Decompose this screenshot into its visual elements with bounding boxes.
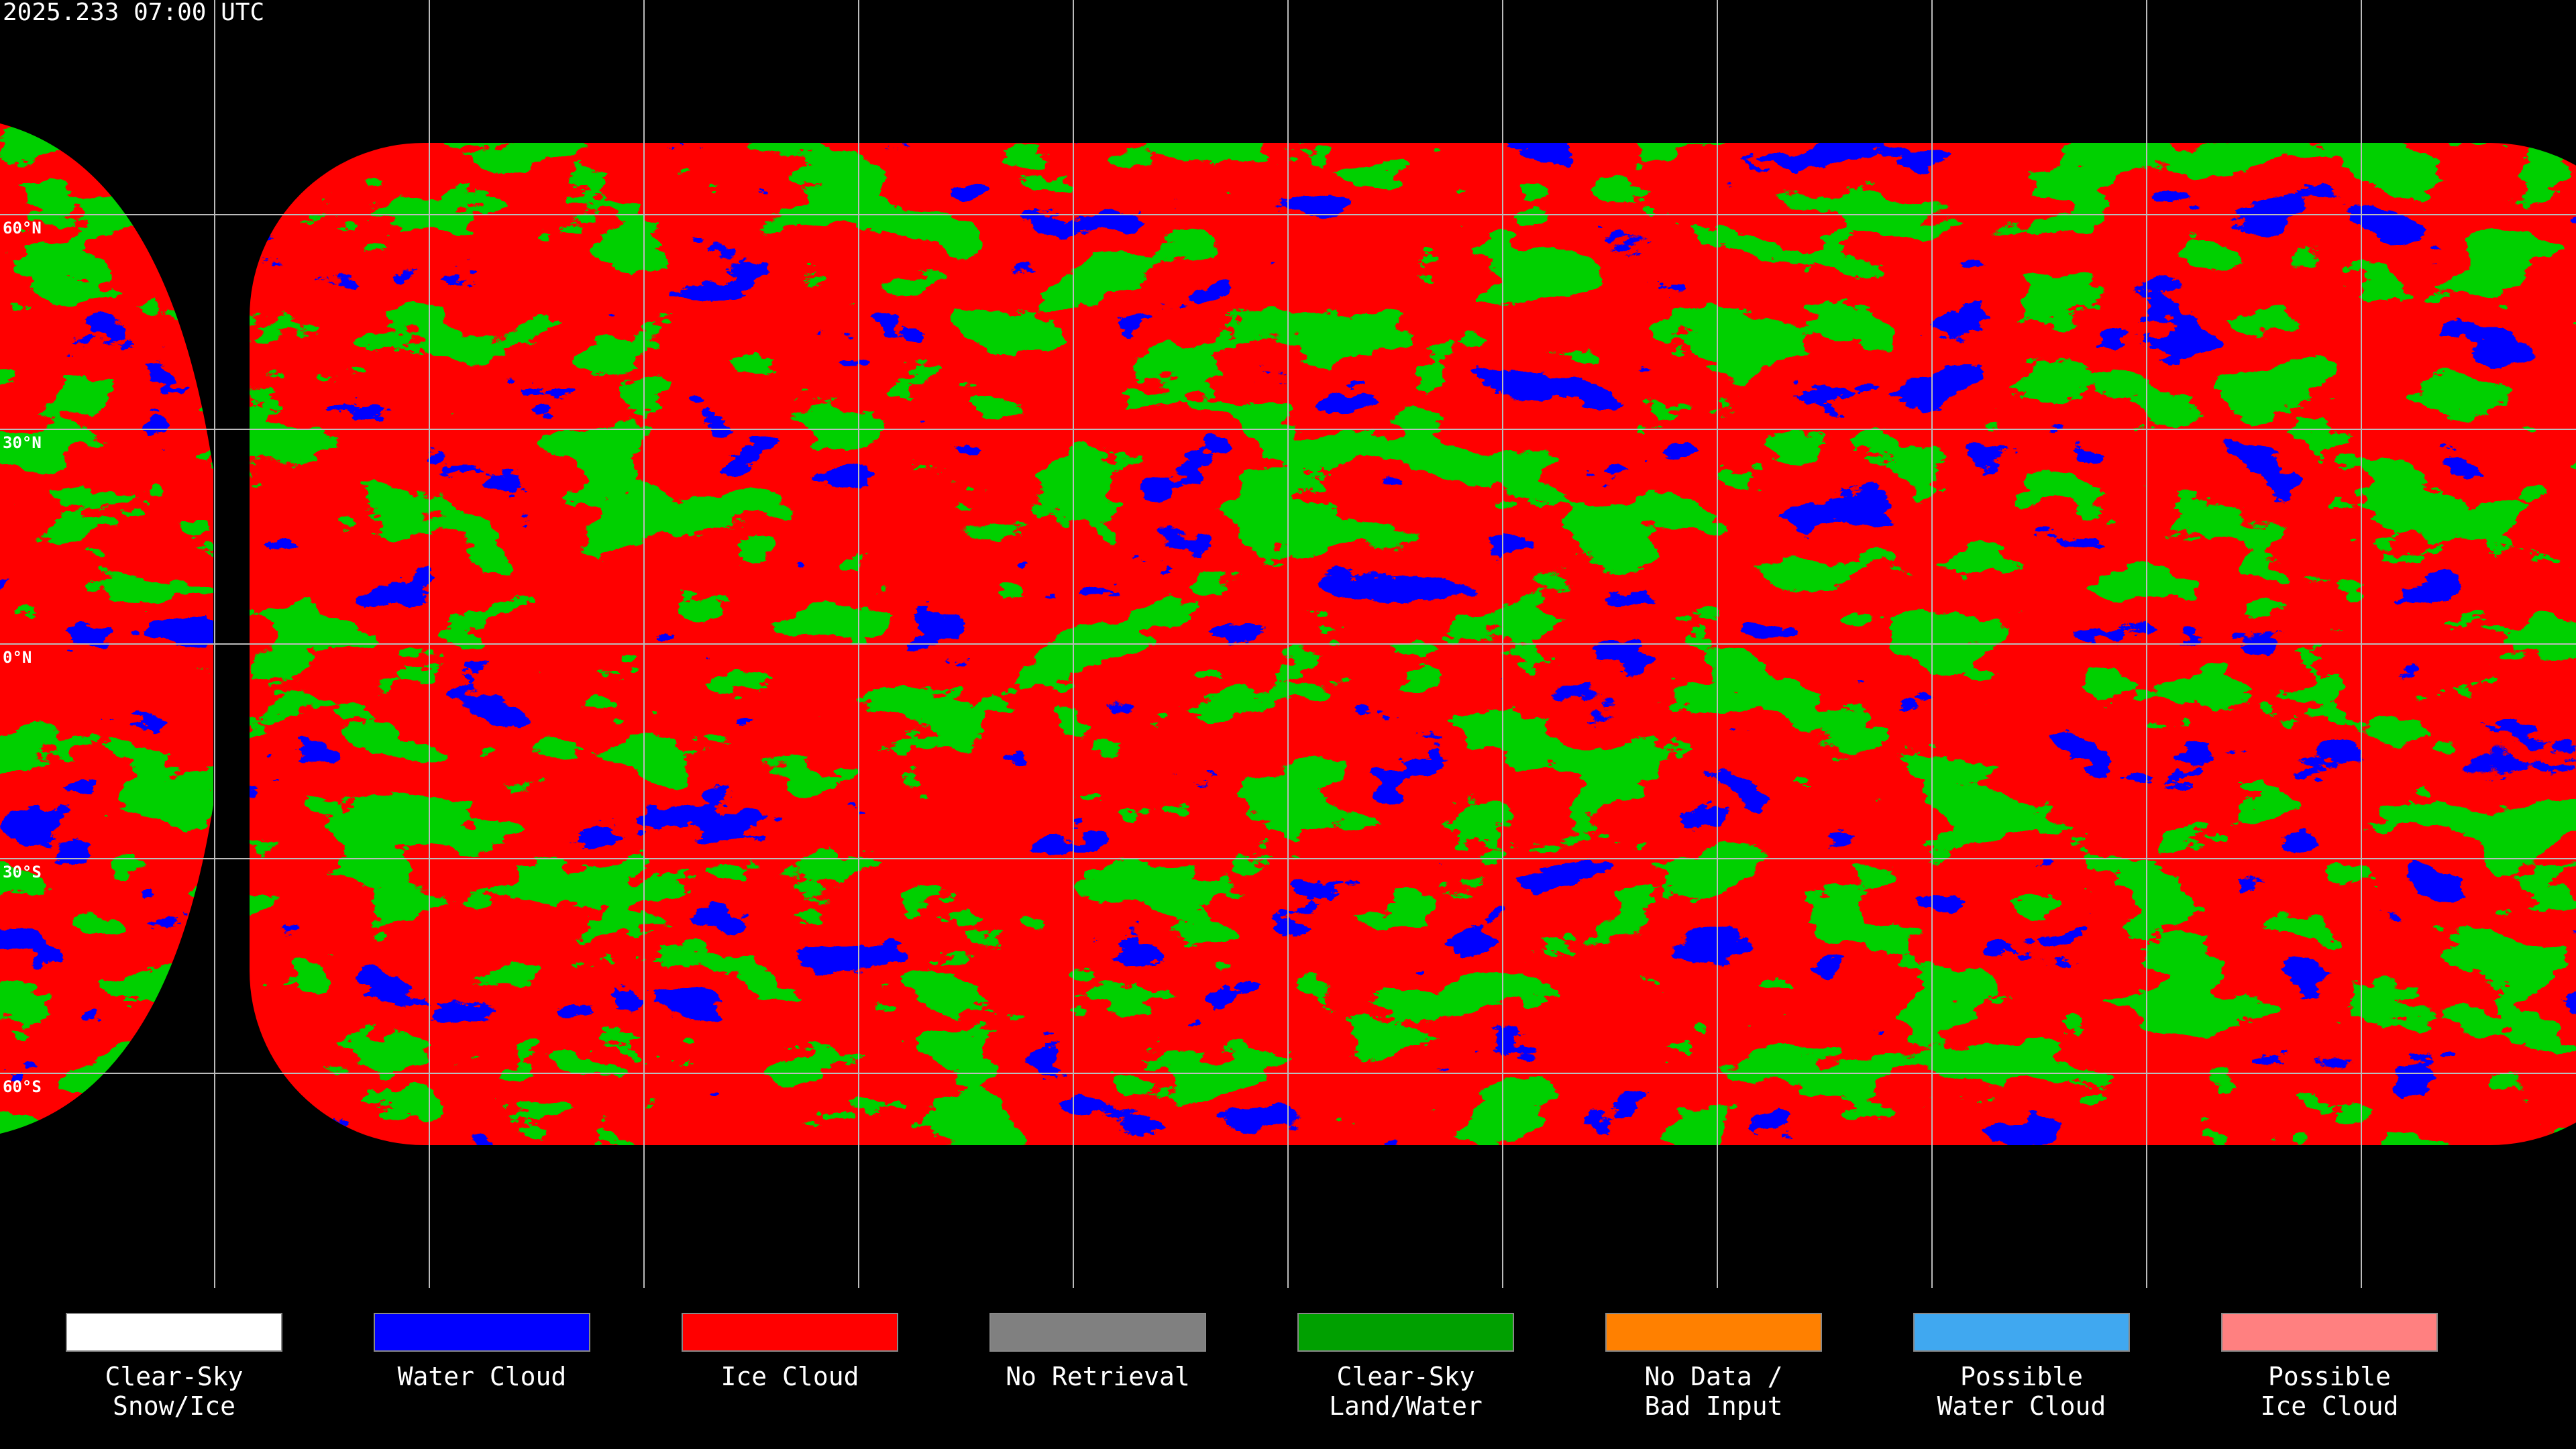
legend-label: Possible Ice Cloud <box>2260 1362 2399 1421</box>
legend-swatch <box>374 1313 590 1352</box>
latitude-label: 30°S <box>3 863 42 881</box>
legend-swatch <box>1913 1313 2130 1352</box>
legend-label: Ice Cloud <box>720 1362 859 1391</box>
latitude-label: 60°N <box>3 219 42 237</box>
timestamp: 2025.233 07:00 UTC <box>3 0 264 26</box>
legend-swatch <box>1297 1313 1514 1352</box>
legend-label: Possible Water Cloud <box>1937 1362 2106 1421</box>
legend-swatch <box>66 1313 282 1352</box>
latitude-label: 30°N <box>3 433 42 452</box>
legend-swatch <box>2221 1313 2438 1352</box>
legend-swatch <box>989 1313 1206 1352</box>
legend-label: No Retrieval <box>1006 1362 1190 1391</box>
latitude-label: 60°S <box>3 1077 42 1096</box>
map: 2025.233 07:00 UTC 60°N 30°N 0°N 30°S 60°S <box>0 0 2576 1288</box>
legend-swatch <box>1605 1313 1822 1352</box>
legend-label: Clear-Sky Snow/Ice <box>105 1362 244 1421</box>
latitude-label: 0°N <box>3 648 32 667</box>
latitude-grid <box>0 214 2576 1074</box>
legend-label: No Data / Bad Input <box>1644 1362 1783 1421</box>
legend-swatch <box>682 1313 898 1352</box>
legend-label: Clear-Sky Land/Water <box>1329 1362 1483 1421</box>
legend-label: Water Cloud <box>397 1362 567 1391</box>
